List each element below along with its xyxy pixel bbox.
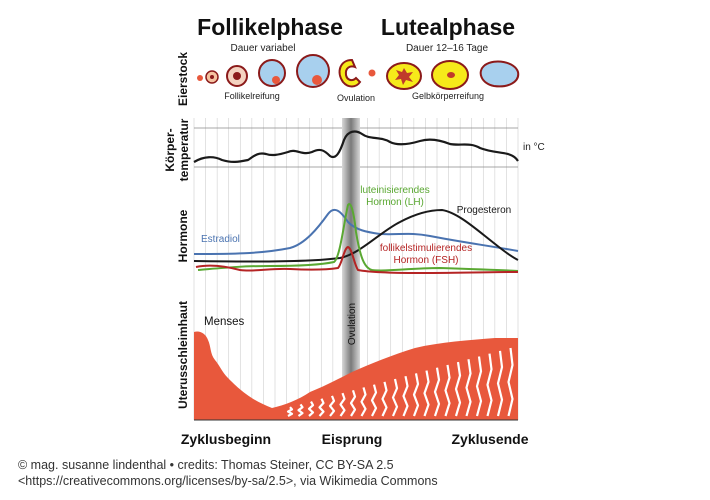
gland-channel [297, 403, 304, 417]
luteal-phase-title: Lutealphase [381, 14, 515, 40]
gland-channel [381, 381, 388, 417]
progesterone-label: Progesteron [457, 205, 511, 216]
x-axis-start-label: Zyklusbeginn [181, 431, 271, 447]
row-label-temperature-1: Körper- [163, 128, 177, 171]
fsh-label-2: Hormon (FSH) [393, 255, 458, 266]
temperature-curve [193, 130, 519, 163]
follicle-mature-icon [296, 54, 330, 88]
credit-line-1: © mag. susanne lindenthal • credits: Tho… [18, 458, 394, 472]
temperature-unit: in °C [523, 142, 545, 153]
gland-channel [507, 347, 514, 417]
ovulation-band-label: Ovulation [347, 303, 358, 345]
follicle-early-icon [205, 70, 219, 84]
ovary-label-corpus-luteum: Gelbkörperreifung [412, 91, 484, 101]
row-label-temperature-2: temperatur [177, 118, 191, 181]
gland-channel [370, 384, 378, 417]
fsh-curve [195, 245, 519, 275]
released-oocyte-icon [368, 69, 376, 77]
row-label-endometrium: Uterusschleimhaut [176, 301, 190, 409]
gland-channel [465, 359, 472, 417]
ovary-label-ovulation: Ovulation [337, 93, 375, 103]
gland-channel [339, 392, 346, 417]
image-credit: © mag. susanne lindenthal • credits: Tho… [18, 457, 698, 489]
gland-channel [412, 373, 420, 417]
progesterone-curve [193, 208, 519, 263]
x-axis-end-label: Zyklusende [451, 431, 528, 447]
gland-channel [444, 364, 451, 417]
estradiol-curve [193, 208, 519, 255]
gland-channel [496, 350, 504, 417]
luteal-phase-subtitle: Dauer 12–16 Tage [406, 43, 489, 54]
gland-channel [360, 387, 367, 417]
ovulation-band [342, 118, 360, 420]
gland-channel [349, 389, 357, 417]
endometrial-glands [286, 347, 514, 417]
corpus-luteum-early-icon [386, 62, 422, 90]
gland-channel [454, 361, 462, 417]
follicular-phase-title: Follikelphase [197, 14, 343, 40]
row-label-ovary: Eierstock [176, 52, 190, 106]
corpus-luteum-mature-icon [431, 60, 469, 90]
menses-label: Menses [204, 316, 245, 328]
x-axis-middle-label: Eisprung [322, 431, 383, 447]
corpus-albicans-icon [479, 60, 520, 88]
estradiol-label: Estradiol [201, 234, 240, 245]
row-label-hormones: Hormone [176, 209, 190, 262]
lh-label-2: Hormon (LH) [366, 197, 424, 208]
gland-channel [307, 401, 315, 417]
ovary-row [197, 54, 520, 90]
follicle-growing-icon [226, 65, 248, 87]
follicle-primordial-icon [197, 75, 203, 81]
gland-channel [475, 356, 483, 417]
ovulating-follicle-icon [338, 58, 362, 88]
gland-channel [423, 370, 430, 417]
credit-line-2: <https://creativecommons.org/licenses/by… [18, 474, 438, 488]
gland-channel [318, 398, 325, 417]
fsh-label-1: follikelstimulierendes [380, 243, 472, 254]
gland-channel [286, 406, 294, 417]
gland-channel [391, 378, 399, 417]
gland-channel [402, 375, 409, 417]
follicular-phase-subtitle: Dauer variabel [230, 43, 295, 54]
follicle-antral-icon [258, 59, 286, 87]
lh-curve [197, 202, 519, 272]
gland-channel [486, 353, 493, 417]
gland-channel [433, 367, 441, 417]
ovary-label-maturation: Follikelreifung [224, 91, 280, 101]
gland-channel [328, 395, 336, 417]
lh-label-1: luteinisierendes [360, 185, 430, 196]
endometrium-menstrual-lining [194, 331, 272, 420]
endometrium [194, 331, 518, 420]
